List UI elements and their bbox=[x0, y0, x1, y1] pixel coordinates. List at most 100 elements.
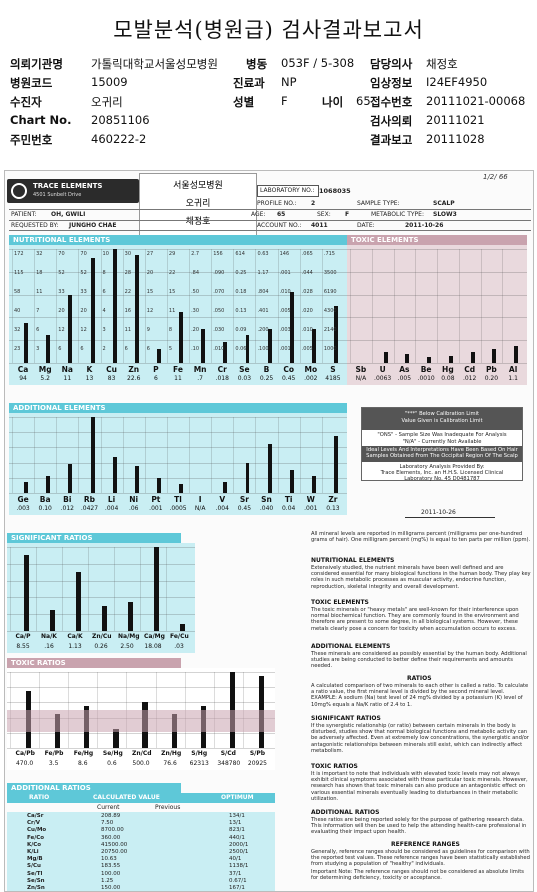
nutritional-bar bbox=[245, 334, 250, 363]
nutritional-value: 4185 bbox=[325, 375, 341, 382]
toxic-symbol: U bbox=[379, 365, 386, 374]
nutritional-tick-label: .050 bbox=[213, 308, 225, 314]
additional-bar bbox=[223, 481, 228, 493]
nutritional-bar bbox=[112, 249, 117, 363]
age-value: 65 bbox=[356, 94, 371, 108]
nutritional-value: .002 bbox=[304, 375, 318, 382]
nutritional-bar bbox=[68, 294, 73, 363]
nutritional-tick-label: 146 bbox=[279, 251, 290, 257]
sex-label: 성별 bbox=[233, 95, 255, 109]
tox-ratio-value: 500.0 bbox=[132, 760, 150, 767]
nutritional-tick-label: .065 bbox=[301, 251, 313, 257]
gridline bbox=[7, 687, 275, 689]
column-divider bbox=[78, 417, 80, 493]
additional-value: 0.10 bbox=[38, 505, 52, 512]
nutritional-tick-label: 15 bbox=[168, 289, 176, 295]
nutritional-tick-label: 1.17 bbox=[257, 270, 269, 276]
nutritional-tick-label: 6 bbox=[102, 289, 106, 295]
nutritional-tick-label: .84 bbox=[191, 270, 200, 276]
additional-bar bbox=[90, 417, 95, 493]
gridline bbox=[7, 614, 195, 616]
add-ratio-optimum: 1138/1 bbox=[229, 863, 249, 870]
additional-symbol: Pt bbox=[151, 495, 161, 504]
nutritional-tick-label: 3500 bbox=[323, 270, 337, 276]
column-divider bbox=[299, 417, 301, 493]
column-divider bbox=[277, 417, 279, 493]
tox-ratio-value: 76.6 bbox=[163, 760, 177, 767]
gridline bbox=[7, 580, 195, 582]
additional-symbol: Sr bbox=[239, 495, 249, 504]
nutritional-tick-label: 4300 bbox=[323, 308, 337, 314]
sig-ratios-header: SIGNIFICANT RATIOS bbox=[7, 533, 181, 543]
nutritional-tick-label: .028 bbox=[301, 289, 313, 295]
additional-bar bbox=[46, 476, 51, 493]
tox-ratio-value: 470.0 bbox=[15, 760, 34, 767]
nutritional-tick-label: 12 bbox=[58, 327, 65, 333]
add-ratio-optimum: 40/1 bbox=[229, 856, 242, 863]
ratios-text-title: RATIOS bbox=[407, 675, 432, 682]
add-ratio-current: 10.63 bbox=[101, 856, 117, 863]
additional-value: .012 bbox=[60, 505, 74, 512]
nutritional-tick-label: .010 bbox=[213, 346, 225, 352]
requested-row bbox=[9, 220, 531, 231]
add-ratio-optimum: 440/1 bbox=[229, 834, 245, 841]
nutritional-tick-label: 8 bbox=[168, 327, 173, 333]
nutritional-tick-label: 6 bbox=[146, 346, 150, 352]
additional-bar bbox=[112, 456, 117, 493]
nutritional-symbol: Mg bbox=[38, 365, 52, 374]
additional-symbol: Sn bbox=[261, 495, 272, 504]
nutritional-tick-label: .30 bbox=[191, 308, 200, 314]
tox-ratio-value: 62313 bbox=[189, 760, 209, 767]
lab-emblem-icon bbox=[11, 183, 27, 199]
nutritional-tick-label: 2140 bbox=[323, 327, 337, 333]
toxic-bar bbox=[427, 357, 432, 363]
nutritional-bar bbox=[267, 328, 272, 363]
nutritional-tick-label: .100 bbox=[257, 346, 269, 352]
additional-value: .001 bbox=[149, 505, 163, 512]
tox-ratio-symbol: S/Hg bbox=[191, 750, 208, 757]
sig-ratio-bar bbox=[154, 547, 159, 631]
column-divider bbox=[211, 249, 213, 363]
department-value: NP bbox=[281, 75, 297, 89]
nutritional-tick-label: 32 bbox=[14, 327, 21, 333]
additional-bar bbox=[334, 436, 338, 493]
nutritional-tick-label: 12 bbox=[80, 327, 87, 333]
gridline bbox=[9, 432, 347, 434]
addr-text-title: ADDITIONAL RATIOS bbox=[311, 809, 380, 816]
sample-label: SAMPLE TYPE: bbox=[357, 200, 400, 207]
nutritional-symbol: Cu bbox=[106, 365, 118, 374]
column-divider bbox=[144, 417, 146, 493]
nut-text: Extensively studied, the nutrient minera… bbox=[311, 565, 531, 590]
nutritional-tick-label: 11 bbox=[168, 308, 176, 314]
toxr-text-title: TOXIC RATIOS bbox=[311, 763, 358, 770]
column-divider bbox=[480, 249, 482, 363]
additional-symbol: Bi bbox=[63, 495, 72, 504]
nutritional-tick-label: 11 bbox=[36, 289, 43, 295]
nutritional-value: 6 bbox=[153, 375, 158, 382]
gridline bbox=[9, 249, 347, 250]
nutritional-value: .7 bbox=[197, 375, 203, 382]
sig-ratio-bar bbox=[24, 555, 29, 631]
gridline bbox=[9, 363, 347, 364]
sample-value: SCALP bbox=[433, 200, 455, 207]
add-ratio-current: 20750.00 bbox=[101, 849, 128, 855]
tox-ratio-symbol: S/Cd bbox=[220, 750, 236, 757]
nutritional-tick-label: .010 bbox=[301, 327, 313, 333]
additional-symbol: Ti bbox=[284, 495, 293, 504]
nutritional-bar bbox=[223, 342, 228, 363]
gridline bbox=[9, 493, 347, 494]
tox-ratio-bar bbox=[113, 729, 119, 748]
additional-value: .003 bbox=[16, 505, 30, 512]
add-ratio-current: 1.25 bbox=[101, 877, 114, 884]
requested-value: JUNGHO CHAE bbox=[69, 222, 117, 229]
toxic-symbol: Al bbox=[508, 365, 518, 374]
additional-bar bbox=[24, 481, 29, 493]
column-divider bbox=[350, 249, 351, 363]
sig-ratio-symbol: Ca/P bbox=[15, 633, 31, 640]
gridline bbox=[7, 748, 275, 749]
nutritional-bar bbox=[201, 328, 206, 363]
add-ratio-optimum: 13/1 bbox=[229, 820, 242, 827]
nutritional-symbol: Co bbox=[283, 365, 294, 374]
nutritional-tick-label: .010 bbox=[279, 289, 291, 295]
legend-line-1: "***" Below Calibration Limit bbox=[404, 411, 480, 417]
